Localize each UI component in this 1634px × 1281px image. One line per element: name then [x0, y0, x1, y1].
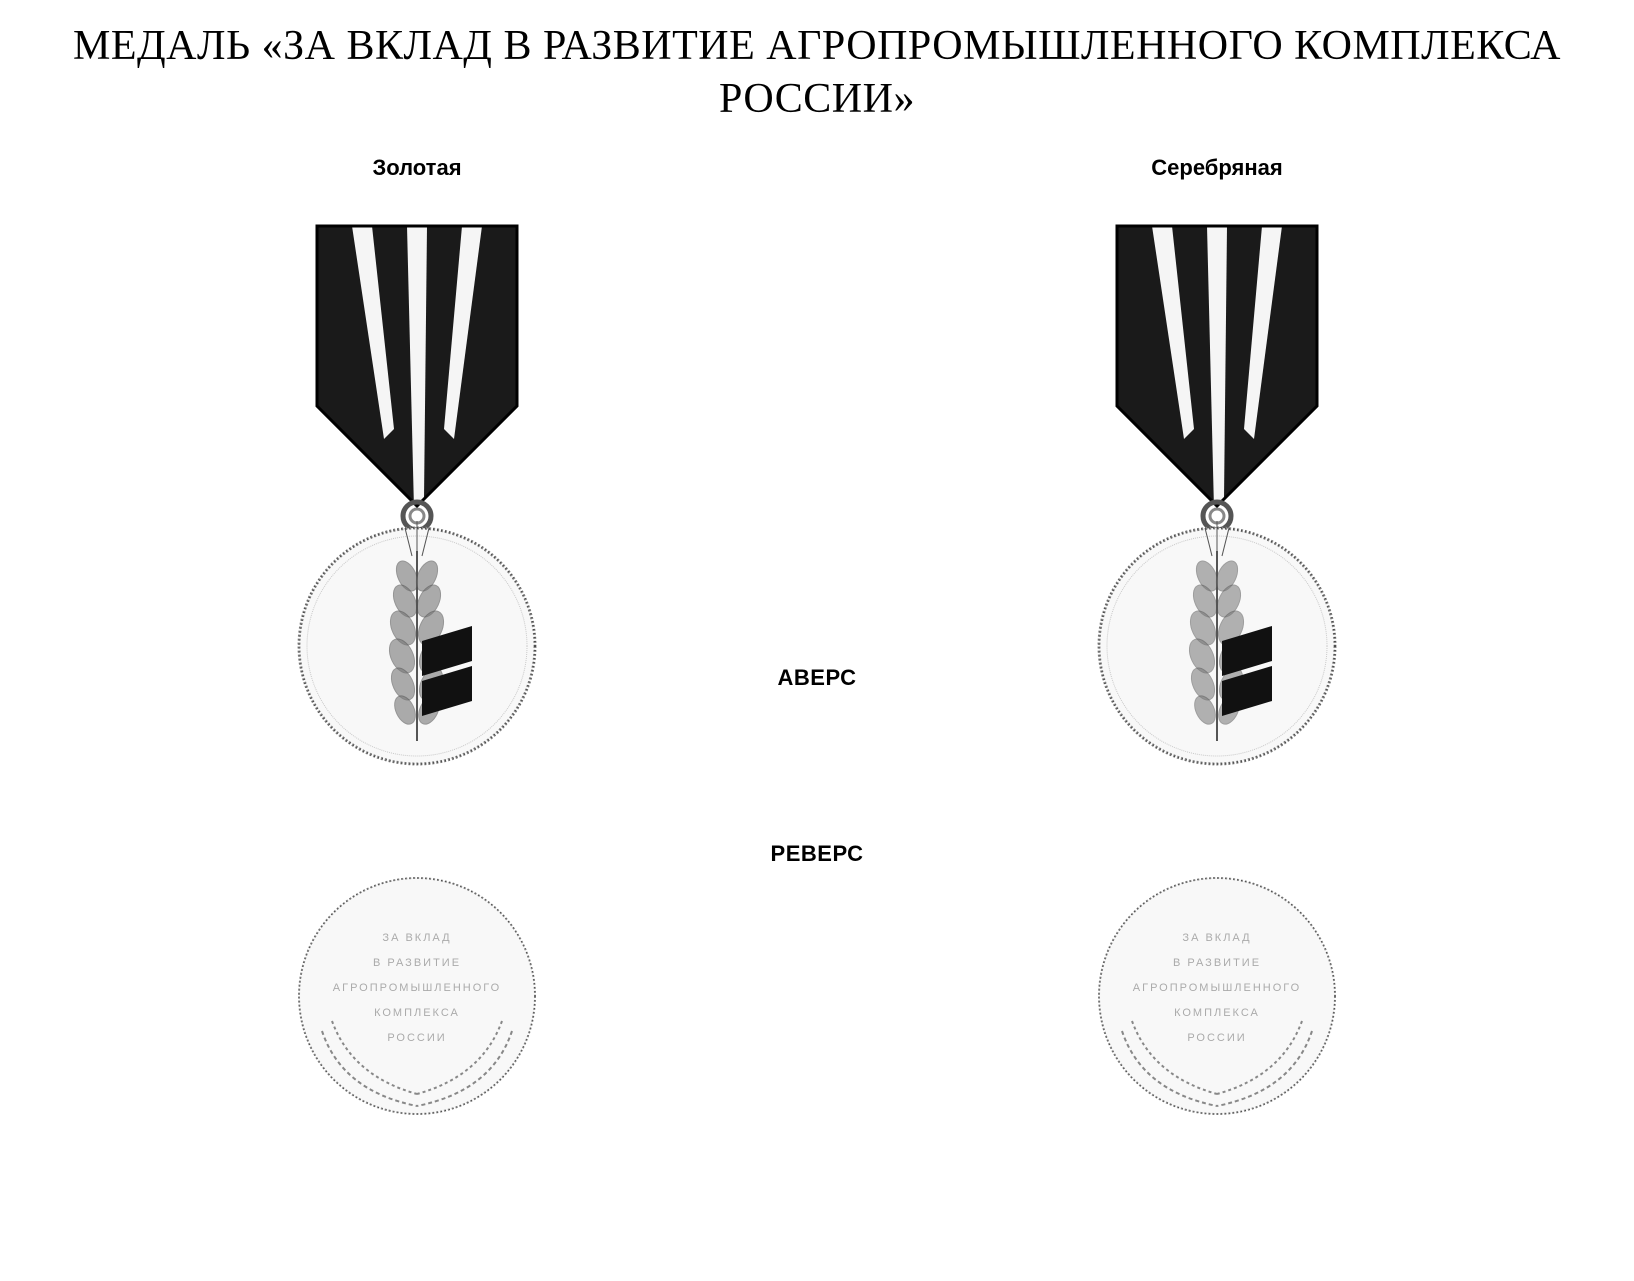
medal-disc-icon [299, 521, 535, 764]
medal-reverse-gold: ЗА ВКЛАД В РАЗВИТИЕ АГРОПРОМЫШЛЕННОГО КО… [267, 866, 567, 1126]
page-title: МЕДАЛЬ «ЗА ВКЛАД В РАЗВИТИЕ АГРОПРОМЫШЛЕ… [15, 20, 1619, 125]
rev-line: КОМПЛЕКСА [374, 1007, 460, 1019]
medal-obverse-silver [1067, 216, 1367, 776]
rev-line: ЗА ВКЛАД [382, 932, 451, 944]
reverse-label: РЕВЕРС [771, 841, 864, 867]
variant-label-gold: Золотая [372, 155, 461, 181]
rev-line: РОССИИ [387, 1032, 446, 1044]
document-page: МЕДАЛЬ «ЗА ВКЛАД В РАЗВИТИЕ АГРОПРОМЫШЛЕ… [0, 0, 1634, 1166]
rev-line: АГРОПРОМЫШЛЕННОГО [1133, 982, 1301, 994]
medal-obverse-gold [267, 216, 567, 776]
ribbon-pentagon-icon [317, 226, 517, 509]
medal-reverse-gold-svg: ЗА ВКЛАД В РАЗВИТИЕ АГРОПРОМЫШЛЕННОГО КО… [287, 866, 547, 1126]
rev-line: АГРОПРОМЫШЛЕННОГО [333, 982, 501, 994]
rev-line: В РАЗВИТИЕ [373, 957, 461, 969]
rev-line: В РАЗВИТИЕ [1173, 957, 1261, 969]
column-gold: Золотая [177, 155, 657, 1126]
column-silver: Серебряная [977, 155, 1457, 1126]
variant-label-silver: Серебряная [1151, 155, 1282, 181]
rev-line: РОССИИ [1187, 1032, 1246, 1044]
medal-obverse-gold-svg [267, 216, 567, 776]
rev-line: ЗА ВКЛАД [1182, 932, 1251, 944]
medal-disc-icon [1099, 521, 1335, 764]
rev-line: КОМПЛЕКСА [1174, 1007, 1260, 1019]
obverse-label: АВЕРС [778, 665, 857, 691]
medal-reverse-silver-svg: ЗА ВКЛАД В РАЗВИТИЕ АГРОПРОМЫШЛЕННОГО КО… [1087, 866, 1347, 1126]
center-labels: АВЕРС РЕВЕРС [717, 155, 917, 1126]
medal-obverse-silver-svg [1067, 216, 1367, 776]
medal-reverse-silver: ЗА ВКЛАД В РАЗВИТИЕ АГРОПРОМЫШЛЕННОГО КО… [1067, 866, 1367, 1126]
ribbon-pentagon-icon [1117, 226, 1317, 509]
medal-columns: Золотая [15, 155, 1619, 1126]
